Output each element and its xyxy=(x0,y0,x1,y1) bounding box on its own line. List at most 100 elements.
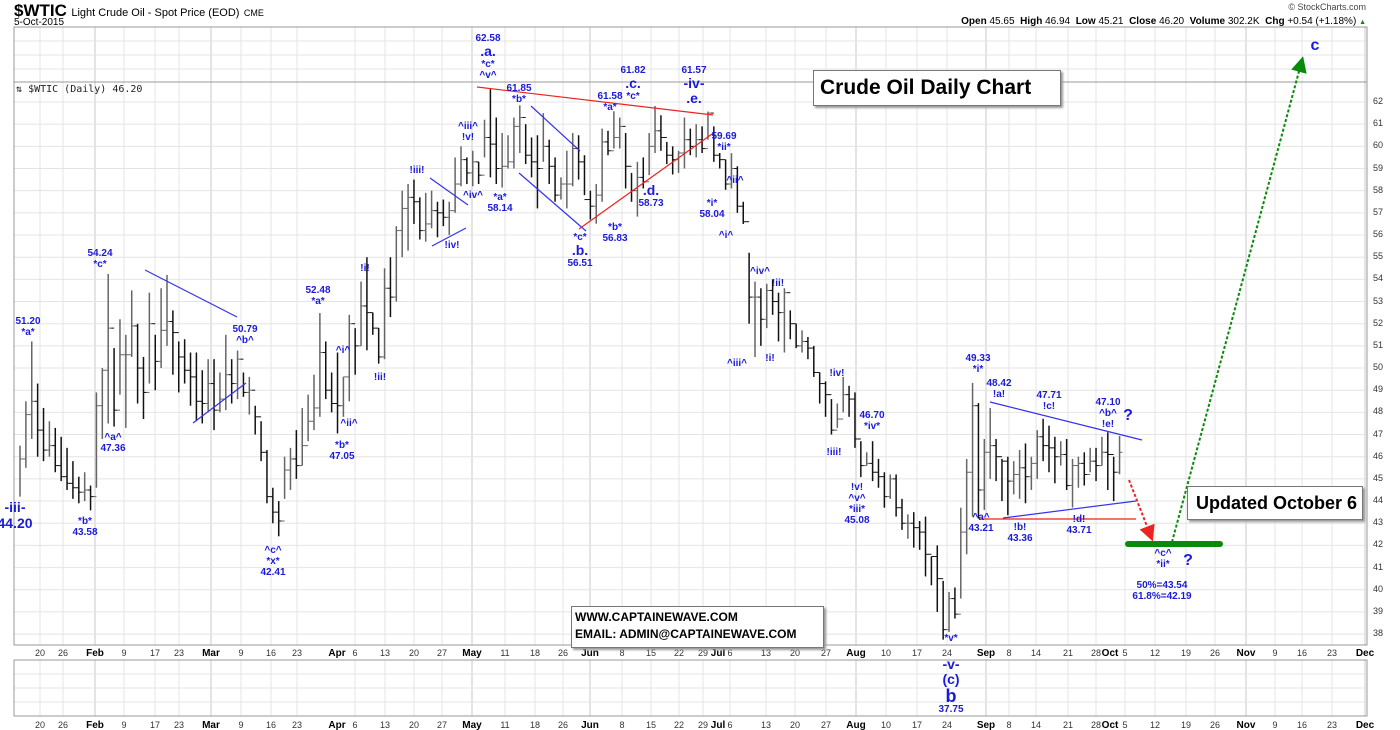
price-bar xyxy=(199,370,206,424)
price-bar xyxy=(458,146,464,187)
price-bar xyxy=(652,105,659,153)
wave-label: *i* 58.04 xyxy=(699,198,724,220)
wave-label-line: ^v^ xyxy=(848,493,866,504)
wave-label-line: 47.05 xyxy=(329,451,355,462)
change-value: +0.54 (+1.18%) xyxy=(1287,16,1357,27)
x-tick-label: 21 xyxy=(1062,720,1074,730)
price-bar xyxy=(375,327,382,364)
price-bar xyxy=(316,313,323,417)
x-tick-label: 11 xyxy=(500,648,510,658)
wave-label: 46.70 *iv* xyxy=(859,410,884,432)
price-bar xyxy=(663,136,670,165)
wave-label-line: *b* xyxy=(335,440,349,451)
price-bar xyxy=(381,268,388,360)
price-bar xyxy=(987,407,994,479)
x-tick-label: May xyxy=(462,720,482,730)
price-bar xyxy=(693,124,700,158)
price-bar xyxy=(834,403,841,431)
price-bar xyxy=(552,157,559,202)
x-tick-label: 12 xyxy=(1149,720,1161,730)
price-bar xyxy=(681,117,688,169)
price-bar xyxy=(528,137,535,178)
email-text: EMAIL: ADMIN@CAPTAINEWAVE.COM xyxy=(575,627,797,641)
price-bar xyxy=(740,201,747,224)
wave-label-line: ^ii^ xyxy=(726,175,744,186)
x-tick-label: 26 xyxy=(1209,720,1221,730)
wave-label: 49.33 *i* xyxy=(965,353,990,375)
x-tick-label: May xyxy=(462,648,482,659)
wave-label: ^c^ *ii* xyxy=(1154,548,1171,570)
y-tick-label: 62 xyxy=(1373,96,1384,106)
x-tick-label: Jun xyxy=(581,648,599,659)
price-bar xyxy=(857,438,864,478)
price-bar xyxy=(28,341,35,439)
x-tick-label: 18 xyxy=(529,648,541,658)
price-bar xyxy=(216,372,223,413)
wave-label-line: *c* xyxy=(626,91,640,102)
x-tick-label: 5 xyxy=(1122,720,1128,730)
y-tick-label: 54 xyxy=(1373,273,1384,284)
wave-label: ^ii^ xyxy=(726,175,743,186)
wave-label-line: ^i^ xyxy=(335,345,351,356)
price-bar xyxy=(728,153,735,189)
price-bar xyxy=(951,587,958,619)
x-tick-label: 16 xyxy=(1296,720,1308,730)
wave-label: 62.58 .a. *c* ^v^ xyxy=(475,33,500,81)
price-bar xyxy=(1069,458,1076,508)
price-bar xyxy=(34,383,41,457)
wave-label-line: !ii! xyxy=(373,372,387,383)
wave-label-line: .c. xyxy=(625,75,641,91)
price-bar xyxy=(1040,418,1047,462)
x-tick-label: 20 xyxy=(789,648,801,658)
price-bar xyxy=(334,352,341,434)
price-bar xyxy=(322,341,329,400)
triangle-lower-line xyxy=(431,227,467,247)
wave-label-line: 43.71 xyxy=(1066,525,1092,536)
wave-label-line: 58.73 xyxy=(638,198,664,209)
x-tick-label: 20 xyxy=(34,648,46,658)
x-tick-label: Jul xyxy=(710,720,726,730)
price-bar xyxy=(781,288,788,353)
x-tick-label: 29 xyxy=(697,720,709,730)
x-tick-label: 13 xyxy=(760,720,772,730)
wave-label-line: *c* xyxy=(481,59,495,70)
stockcharts-copyright[interactable]: © StockCharts.com xyxy=(1288,2,1366,12)
x-tick-label: 28 xyxy=(1090,720,1102,730)
wave-label-line: !ii! xyxy=(771,278,785,289)
triangle-upper-line xyxy=(989,401,1143,441)
wave-label-line: *x* xyxy=(266,556,280,567)
price-bar xyxy=(275,501,282,537)
wave-label-line: *a* xyxy=(311,296,325,307)
x-tick-label: Jul xyxy=(710,648,726,659)
change-label: Chg xyxy=(1265,16,1285,27)
wave-label-line: 43.58 xyxy=(72,527,98,538)
wave-label-line: *a* xyxy=(603,102,617,113)
x-tick-label: 26 xyxy=(57,720,69,730)
x-tick-label: 19 xyxy=(1180,648,1192,658)
x-tick-label: 18 xyxy=(529,720,541,730)
price-bar xyxy=(922,516,929,577)
wave-label-line: c xyxy=(1310,37,1320,54)
price-bar xyxy=(493,117,500,185)
x-tick-label: Oct xyxy=(1101,720,1119,730)
price-bar xyxy=(810,345,817,377)
x-tick-label: 29 xyxy=(697,648,709,658)
wave-label-line: .a. xyxy=(480,43,496,59)
price-bar xyxy=(869,441,876,482)
x-tick-label: 26 xyxy=(557,648,569,658)
wave-label-line: ^c^ xyxy=(264,545,282,556)
x-tick-label: 16 xyxy=(1296,648,1308,658)
wave-label-line: ^a^ xyxy=(972,512,990,523)
price-bar xyxy=(940,578,947,640)
red-resistance-line xyxy=(476,86,714,116)
wave-label-line: !a! xyxy=(992,389,1006,400)
price-bar xyxy=(1110,454,1117,502)
y-tick-label: 58 xyxy=(1373,184,1384,195)
x-tick-label: 22 xyxy=(673,720,685,730)
wave-label: !d! 43.71 xyxy=(1066,514,1091,536)
price-bar xyxy=(993,438,1000,482)
wave-label-line: (c) xyxy=(942,671,960,687)
price-bar xyxy=(111,327,118,427)
triangle-lower-line xyxy=(1002,500,1137,519)
price-bar xyxy=(358,281,365,347)
